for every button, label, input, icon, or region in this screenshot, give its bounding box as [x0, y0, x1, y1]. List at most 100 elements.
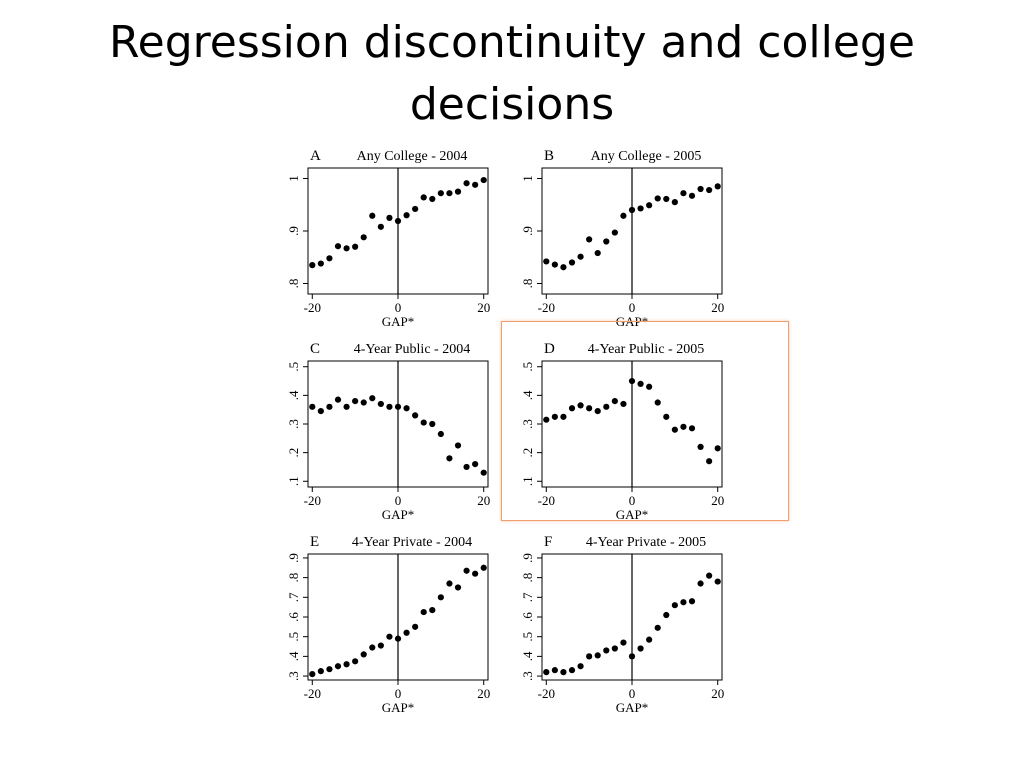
data-point [420, 419, 427, 426]
panel-letter: E [310, 534, 319, 550]
data-point [594, 249, 601, 257]
data-point [317, 668, 324, 675]
data-point [309, 403, 316, 410]
data-point [412, 623, 419, 630]
x-tick-label: 0 [395, 493, 402, 508]
data-point [611, 645, 618, 652]
data-point [663, 195, 670, 203]
data-point [611, 397, 618, 405]
panel-e: E 4-Year Private - 2004 -20 0 20 GAP* .3 .4 .5 .6… [270, 526, 530, 716]
data-point [560, 264, 567, 271]
x-tick-label: 20 [711, 686, 724, 701]
data-point [472, 460, 479, 468]
data-point [560, 413, 567, 420]
y-tick-label: .4 [286, 651, 301, 661]
data-point [343, 403, 350, 410]
data-point [369, 212, 376, 219]
panel-f: F 4-Year Private - 2005 -20 0 20 GAP* .3 .4 .5 .6… [504, 526, 764, 716]
panel-title: 4-Year Private - 2004 [352, 535, 472, 550]
x-tick-label: 0 [629, 493, 636, 508]
x-tick-label: 20 [477, 493, 490, 508]
panel-title: 4-Year Public - 2004 [354, 342, 470, 357]
data-point [620, 400, 627, 408]
y-tick-label: .8 [520, 573, 535, 583]
y-tick-label: 1 [286, 175, 301, 182]
data-point [352, 397, 359, 405]
data-point [317, 260, 324, 267]
y-tick-label: .3 [286, 419, 301, 429]
x-tick-label: 20 [711, 493, 724, 508]
y-tick-label: .7 [286, 592, 301, 602]
data-point [377, 400, 384, 408]
data-point [671, 602, 678, 609]
data-point [671, 426, 678, 433]
y-tick-label: .5 [520, 632, 535, 642]
chart-e: E 4-Year Private - 2004 -20 0 20 GAP* .3 .4 .5 .6… [286, 534, 490, 715]
data-point [594, 408, 601, 415]
y-tick-label: .5 [520, 362, 535, 372]
data-point [437, 594, 444, 601]
data-point [543, 669, 550, 676]
data-point [334, 396, 342, 403]
data-point [594, 652, 601, 659]
data-point [446, 190, 453, 197]
data-point [480, 176, 487, 184]
data-point [420, 194, 427, 201]
panel-title: 4-Year Public - 2005 [588, 342, 704, 357]
data-point [603, 647, 610, 654]
chart-d: D 4-Year Public - 2005 -20 0 20 GAP* .1 .2 .3 .4.… [520, 341, 724, 522]
data-point [454, 584, 462, 591]
data-point [543, 258, 550, 265]
y-tick-label: .2 [520, 448, 535, 458]
data-point [611, 229, 618, 236]
data-point [568, 259, 576, 266]
y-tick-label: .3 [520, 671, 535, 681]
y-tick-label: .1 [286, 476, 301, 486]
y-tick-label: .9 [286, 226, 301, 236]
data-point [360, 651, 367, 658]
y-tick-label: .8 [286, 573, 301, 583]
data-point [446, 580, 453, 587]
data-point [463, 180, 470, 187]
data-point [586, 236, 593, 243]
data-point [463, 567, 470, 574]
data-point [480, 469, 487, 476]
slide-title: Regression discontinuity and college dec… [109, 17, 915, 130]
data-point [577, 253, 584, 260]
data-point [688, 425, 696, 432]
x-axis-label: GAP* [616, 700, 649, 715]
data-point [454, 442, 462, 449]
data-point [568, 405, 576, 412]
x-tick-label: 0 [629, 686, 636, 701]
data-point [352, 243, 359, 250]
x-tick-label: 20 [477, 686, 490, 701]
data-point [386, 403, 393, 410]
data-point [412, 412, 419, 419]
data-point [463, 463, 470, 471]
data-point [472, 181, 479, 188]
data-point [343, 245, 350, 252]
data-point [437, 430, 444, 438]
data-point [412, 205, 419, 213]
data-point [586, 405, 593, 412]
data-point [551, 413, 558, 420]
data-point [706, 186, 713, 194]
data-point [334, 663, 342, 670]
y-tick-label: .9 [520, 226, 535, 236]
data-point [654, 624, 661, 631]
data-point [326, 666, 333, 673]
data-point [706, 458, 713, 465]
data-point [551, 261, 558, 268]
x-tick-label: 0 [395, 686, 402, 701]
data-point [429, 195, 436, 203]
data-point [403, 405, 410, 412]
data-point [394, 217, 402, 225]
data-point [543, 416, 550, 423]
data-point [446, 455, 453, 462]
data-point [637, 205, 644, 212]
data-point [360, 399, 367, 406]
y-tick-label: .5 [286, 632, 301, 642]
data-point [377, 223, 384, 230]
